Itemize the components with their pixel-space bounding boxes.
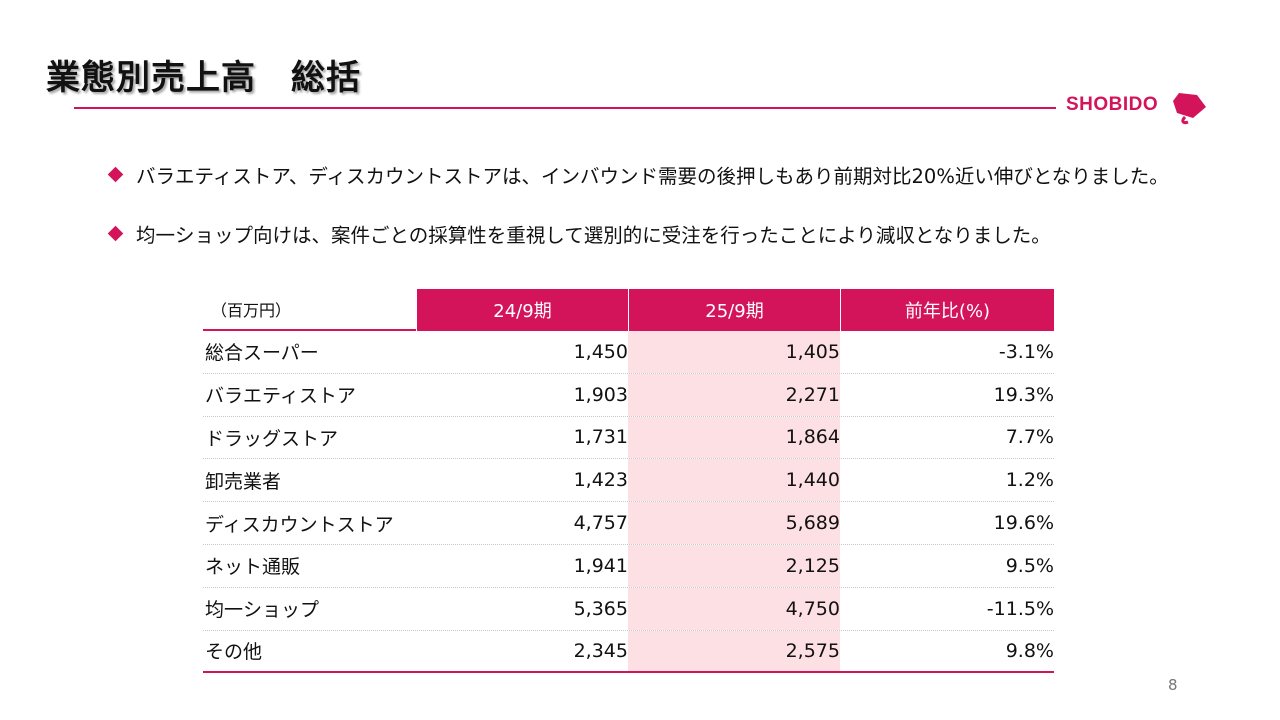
page-number: 8 xyxy=(1168,676,1178,694)
category-cell: その他 xyxy=(205,641,263,664)
table-row: ディスカウントストア 4,757 5,689 19.6% xyxy=(203,502,1054,545)
shobido-logo: SHOBIDO xyxy=(1066,88,1216,128)
prev-value-cell: 1,941 xyxy=(573,554,628,577)
table-row: その他 2,345 2,575 9.8% xyxy=(203,630,1054,674)
category-cell: ネット通販 xyxy=(205,556,301,579)
title-divider xyxy=(74,107,1056,109)
diamond-bullet-icon xyxy=(107,225,124,242)
curr-value-cell: 4,750 xyxy=(628,587,840,630)
yoy-cell: 7.7% xyxy=(1005,426,1054,449)
prev-value-cell: 1,423 xyxy=(573,469,628,492)
prev-value-cell: 1,450 xyxy=(573,340,628,363)
yoy-cell: 9.8% xyxy=(1005,639,1054,662)
sales-by-channel-table: （百万円） 24/9期 25/9期 前年比(%) 総合スーパー 1,450 1,40… xyxy=(203,289,1054,674)
prev-value-cell: 5,365 xyxy=(573,597,628,620)
category-cell: 卸売業者 xyxy=(205,470,282,493)
prev-value-cell: 1,903 xyxy=(573,383,628,406)
slide-title: 業態別売上高 総括 xyxy=(46,58,361,98)
curr-value-cell: 1,440 xyxy=(628,459,840,502)
prev-value-cell: 4,757 xyxy=(573,512,628,535)
category-cell: ディスカウントストア xyxy=(205,513,394,536)
header-curr-period: 25/9期 xyxy=(628,289,840,331)
table-header-row: （百万円） 24/9期 25/9期 前年比(%) xyxy=(203,289,1054,331)
bullet-item: 均一ショップ向けは、案件ごとの採算性を重視して選別的に受注を行ったことにより減収… xyxy=(107,219,1051,248)
table-row: ドラッグストア 1,731 1,864 7.7% xyxy=(203,416,1054,460)
category-cell: 均一ショップ xyxy=(205,599,320,622)
curr-value-cell: 2,125 xyxy=(628,544,840,587)
table-row: 均一ショップ 5,365 4,750 -11.5% xyxy=(203,587,1054,631)
prev-value-cell: 2,345 xyxy=(573,639,628,662)
table-row: ネット通販 1,941 2,125 9.5% xyxy=(203,544,1054,588)
yoy-cell: -3.1% xyxy=(998,340,1054,363)
yoy-cell: 9.5% xyxy=(1005,554,1054,577)
logo-mark-icon xyxy=(1173,93,1206,125)
yoy-cell: -11.5% xyxy=(986,597,1054,620)
curr-value-cell: 2,271 xyxy=(628,373,840,416)
bullet-item: バラエティストア、ディスカウントストアは、インバウンド需要の後押しもあり前期対比… xyxy=(107,160,1169,189)
unit-label: （百万円） xyxy=(203,289,416,331)
yoy-cell: 1.2% xyxy=(1005,469,1054,492)
diamond-bullet-icon xyxy=(107,166,124,183)
bullet-text: バラエティストア、ディスカウントストアは、インバウンド需要の後押しもあり前期対比… xyxy=(136,165,1169,188)
bullet-text: 均一ショップ向けは、案件ごとの採算性を重視して選別的に受注を行ったことにより減収… xyxy=(136,224,1051,247)
curr-value-cell: 1,864 xyxy=(628,416,840,459)
curr-value-cell: 1,405 xyxy=(628,331,840,373)
yoy-cell: 19.6% xyxy=(993,512,1054,535)
category-cell: 総合スーパー xyxy=(205,342,319,365)
yoy-cell: 19.3% xyxy=(993,383,1054,406)
prev-value-cell: 1,731 xyxy=(573,426,628,449)
table-row: バラエティストア 1,903 2,271 19.3% xyxy=(203,373,1054,417)
curr-value-cell: 2,575 xyxy=(628,630,840,672)
category-cell: バラエティストア xyxy=(205,385,356,408)
header-prev-period: 24/9期 xyxy=(416,289,628,331)
logo-text: SHOBIDO xyxy=(1066,94,1159,115)
category-cell: ドラッグストア xyxy=(205,427,339,450)
table-row: 卸売業者 1,423 1,440 1.2% xyxy=(203,459,1054,503)
header-yoy: 前年比(%) xyxy=(840,289,1054,331)
curr-value-cell: 5,689 xyxy=(628,502,840,544)
table-row: 総合スーパー 1,450 1,405 -3.1% xyxy=(203,331,1054,374)
